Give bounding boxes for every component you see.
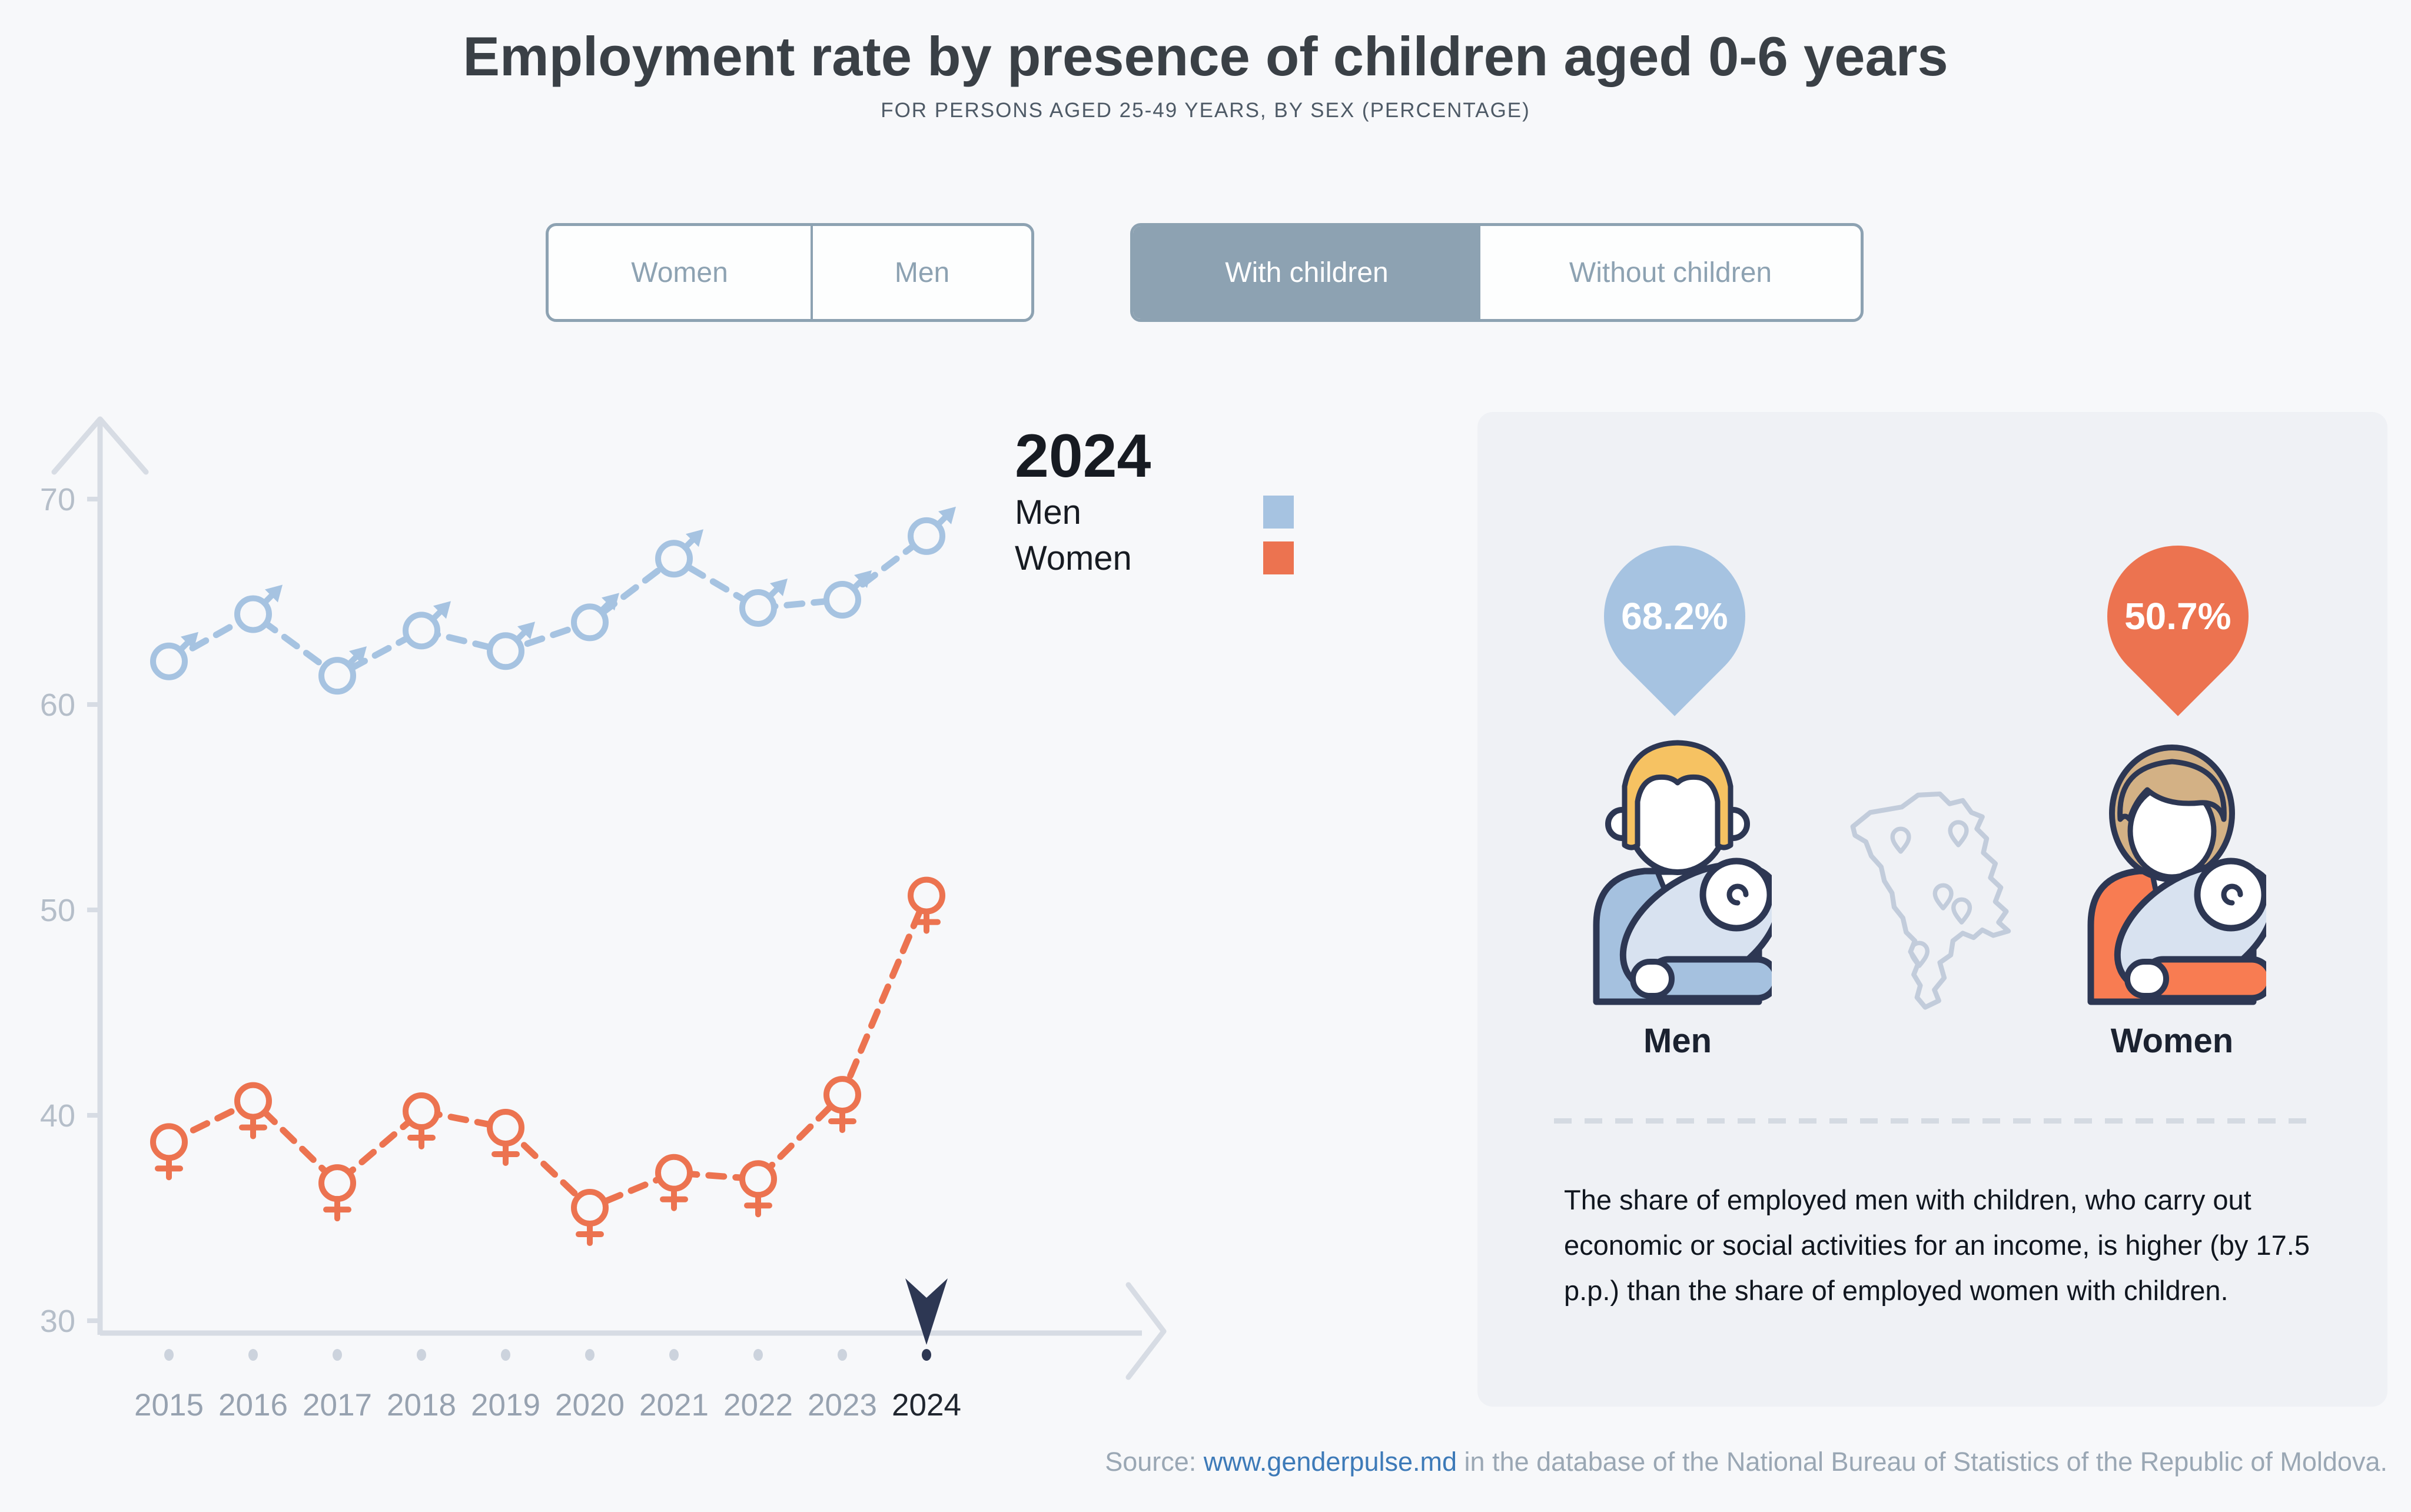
- legend-entry-label: Men: [1015, 493, 1081, 531]
- men-value: 68.2%: [1621, 595, 1728, 637]
- y-tick-label: 30: [40, 1304, 75, 1339]
- male-symbol-marker[interactable]: [655, 529, 703, 578]
- x-axis-dot: [417, 1349, 426, 1361]
- y-axis-arrow-icon: [51, 416, 149, 475]
- female-symbol-marker[interactable]: [571, 1189, 609, 1247]
- male-symbol-marker[interactable]: [739, 578, 788, 627]
- toggle-without-children[interactable]: Without children: [1569, 257, 1772, 288]
- source-rest: in the database of the National Bureau o…: [1457, 1447, 2387, 1477]
- page-title: Employment rate by presence of children …: [463, 25, 1948, 87]
- moldova-map-outline: [1850, 791, 2011, 1010]
- x-year-label[interactable]: 2019: [471, 1388, 540, 1423]
- x-year-label[interactable]: 2016: [218, 1388, 288, 1423]
- legend-entry-label: Women: [1015, 539, 1132, 577]
- toggle-men[interactable]: Men: [894, 257, 950, 288]
- women-series-line: [165, 892, 930, 1212]
- x-axis-dot: [585, 1349, 595, 1361]
- x-axis-dot: [164, 1349, 174, 1361]
- insight-text: The share of employed men with children,…: [1564, 1184, 2310, 1307]
- source-link[interactable]: www.genderpulse.md: [1203, 1447, 1457, 1477]
- male-symbol-marker[interactable]: [150, 632, 198, 680]
- source-line: Source: www.genderpulse.md in the databa…: [1105, 1447, 2387, 1477]
- x-axis-dot: [669, 1349, 679, 1361]
- x-axis-dot: [501, 1349, 510, 1361]
- female-symbol-marker[interactable]: [403, 1092, 440, 1150]
- sex-toggle-group: Women Men: [546, 223, 1034, 322]
- x-axis-dot: [333, 1349, 342, 1361]
- x-axis-dot: [922, 1349, 931, 1361]
- male-symbol-marker[interactable]: [318, 646, 367, 695]
- legend-swatch: [1263, 541, 1294, 574]
- line-chart: 30 40 50 60 70 2015 2016 2017 2018 2019 2020 2021 20…: [0, 388, 1354, 1448]
- women-figure-label: Women: [2110, 1022, 2234, 1060]
- x-year-label[interactable]: 2018: [387, 1388, 456, 1423]
- x-year-label[interactable]: 2023: [808, 1388, 877, 1423]
- year-cursor[interactable]: [905, 1278, 948, 1345]
- y-tick-label: 70: [40, 482, 75, 517]
- y-tick-label: 40: [40, 1098, 75, 1134]
- children-toggle-group: With children Without children: [1130, 223, 1864, 322]
- female-symbol-marker[interactable]: [823, 1076, 861, 1134]
- woman-with-baby-illustration: [2087, 745, 2266, 1005]
- employment-rate-chart: 30 40 50 60 70 2015 2016 2017 2018 2019 2020 2021 20…: [40, 416, 1294, 1423]
- man-with-baby-illustration: [1593, 740, 1772, 1005]
- female-symbol-marker[interactable]: [150, 1123, 188, 1181]
- women-value: 50.7%: [2124, 595, 2231, 637]
- men-value-pin: 68.2%: [1575, 516, 1775, 716]
- men-series-line: [165, 533, 930, 680]
- y-tick-label: 50: [40, 893, 75, 928]
- x-year-label[interactable]: 2020: [555, 1388, 625, 1423]
- y-tick-label: 60: [40, 687, 75, 723]
- source-label: Source:: [1105, 1447, 1204, 1477]
- legend-title: 2024: [1015, 422, 1151, 490]
- male-symbol-marker[interactable]: [487, 622, 535, 670]
- legend-swatch: [1263, 496, 1294, 529]
- summary-panel: 68.2% 50.7%: [1477, 412, 2387, 1407]
- female-symbol-marker[interactable]: [739, 1160, 777, 1218]
- female-symbol-marker[interactable]: [318, 1164, 356, 1222]
- male-symbol-marker[interactable]: [571, 593, 619, 642]
- dashed-divider: [1554, 1118, 2311, 1124]
- female-symbol-marker[interactable]: [655, 1154, 693, 1211]
- toggle-women[interactable]: Women: [549, 226, 813, 319]
- x-axis-dot: [753, 1349, 763, 1361]
- x-year-label[interactable]: 2021: [639, 1388, 709, 1423]
- x-axis-dot: [838, 1349, 847, 1361]
- women-value-pin: 50.7%: [2078, 516, 2278, 716]
- men-figure-label: Men: [1643, 1022, 1712, 1060]
- x-year-label[interactable]: 2015: [134, 1388, 204, 1423]
- x-year-label[interactable]: 2024: [892, 1388, 961, 1423]
- male-symbol-marker[interactable]: [234, 584, 283, 633]
- toggle-with-children[interactable]: With children: [1133, 226, 1480, 319]
- female-symbol-marker[interactable]: [908, 876, 945, 934]
- page-subtitle: FOR PERSONS AGED 25-49 YEARS, BY SEX (PE…: [881, 99, 1530, 122]
- x-axis-dot: [248, 1349, 258, 1361]
- x-axis-arrow-icon: [1125, 1282, 1167, 1380]
- x-year-label[interactable]: 2022: [723, 1388, 793, 1423]
- female-symbol-marker[interactable]: [487, 1108, 524, 1166]
- male-symbol-marker[interactable]: [908, 506, 956, 555]
- male-symbol-marker[interactable]: [403, 601, 451, 650]
- female-symbol-marker[interactable]: [234, 1082, 272, 1139]
- male-symbol-marker[interactable]: [823, 570, 872, 619]
- x-year-label[interactable]: 2017: [303, 1388, 372, 1423]
